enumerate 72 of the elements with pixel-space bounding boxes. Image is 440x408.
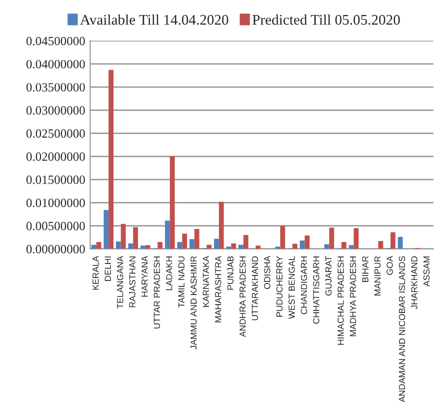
x-tick-label: UTTAR PRADESH [154, 256, 160, 328]
x-tick-label: MADHYA PRADESH [350, 256, 356, 336]
y-tick-label: 0.02000000 [26, 152, 85, 161]
bar [206, 244, 212, 249]
bar [390, 232, 396, 249]
bar [116, 241, 121, 249]
x-tick-label: JAMMU AND KASHMIR [190, 256, 197, 350]
bar [189, 239, 194, 249]
x-tick-label: HARYANA [142, 256, 148, 297]
bar [243, 235, 248, 249]
bar [218, 202, 224, 249]
bar [238, 244, 244, 249]
bar [354, 228, 359, 249]
bar [231, 243, 236, 249]
y-tick-label: 0.00000000 [26, 244, 85, 254]
bar [145, 245, 150, 249]
y-tick-label: 0.03500000 [26, 83, 85, 92]
y-tick-label: 0.04000000 [26, 60, 85, 68]
x-tick-label: BIHAR [362, 256, 368, 282]
bar [170, 156, 175, 249]
x-tick-label: RAJASTHAN [129, 256, 136, 308]
x-tick-label: UTTARAKHAND [252, 256, 258, 320]
x-tick-label: MANIPUR [374, 256, 381, 296]
x-tick-label: ASSAM [423, 256, 430, 286]
x-tick-label: DELHI [104, 256, 111, 281]
x-tick-label: HIMACHAL PRADESH [338, 256, 344, 345]
x-tick-label: ANDAMAN AND NICOBAR ISLANDS [398, 256, 406, 402]
bar [194, 228, 200, 249]
x-tick-label: JHARKHAND [411, 256, 418, 310]
bar [280, 226, 286, 249]
bar [214, 238, 219, 249]
legend-label: Predicted Till 05.05.2020 [252, 14, 400, 25]
bar [104, 210, 109, 249]
x-tick-label: KARNATAKA [202, 256, 209, 307]
bar [304, 235, 310, 249]
x-tick-label: KERALA [92, 256, 99, 290]
bar [378, 241, 384, 249]
bar [398, 236, 403, 249]
x-tick-label: CHHATTISGARH [313, 256, 320, 324]
x-tick-label: GOA [386, 256, 393, 275]
x-tick-label: WEST BENGAL [288, 256, 295, 319]
bar [108, 70, 114, 249]
bar [177, 242, 182, 249]
x-tick-label: TAMIL NADU [178, 256, 184, 308]
x-tick-label: PUNJAB [227, 256, 234, 290]
legend-label: Available Till 14.04.2020 [80, 14, 228, 25]
bar [164, 220, 170, 249]
y-tick-label: 0.04500000 [26, 36, 85, 46]
x-tick-label: LADAKH [166, 256, 172, 290]
bar [341, 242, 346, 249]
bar [158, 242, 163, 249]
x-tick-label: ODISHA [264, 256, 270, 289]
bar [182, 234, 188, 249]
y-tick-label: 0.02500000 [26, 129, 85, 138]
x-tick-label: GUJARAT [325, 256, 332, 296]
bar [292, 244, 298, 249]
y-tick-label: 0.03000000 [26, 106, 85, 115]
y-tick-label: 0.01500000 [26, 176, 85, 184]
y-tick-label: 0.01000000 [26, 198, 85, 208]
bar [140, 246, 146, 249]
y-tick-label: 0.00500000 [26, 222, 85, 230]
bar [329, 228, 334, 249]
bar [133, 227, 138, 249]
x-tick-label: ANDHRA PRADESH [240, 256, 246, 338]
x-tick-label: TELANGANA [116, 256, 124, 309]
bar [91, 244, 96, 249]
bar [120, 224, 126, 249]
x-tick-label: PUDUCHERRY [276, 256, 283, 317]
bar [128, 243, 134, 249]
bar [256, 246, 261, 249]
x-tick-label: CHANDIGARH [300, 256, 308, 314]
x-tick-label: MAHARASHTRA [215, 256, 222, 322]
